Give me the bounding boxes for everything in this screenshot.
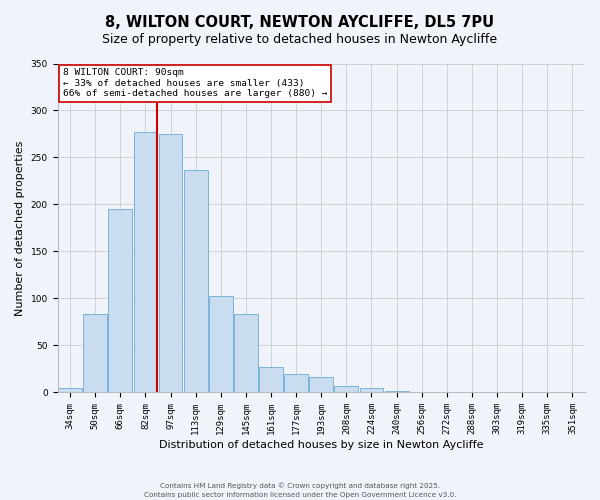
Text: Size of property relative to detached houses in Newton Aycliffe: Size of property relative to detached ho…	[103, 32, 497, 46]
Text: Contains HM Land Registry data © Crown copyright and database right 2025.
Contai: Contains HM Land Registry data © Crown c…	[144, 482, 456, 498]
Bar	[334, 386, 358, 392]
X-axis label: Distribution of detached houses by size in Newton Aycliffe: Distribution of detached houses by size …	[159, 440, 484, 450]
Bar	[259, 367, 283, 392]
Bar	[109, 209, 132, 392]
Bar	[284, 374, 308, 392]
Bar	[184, 170, 208, 392]
Bar	[310, 378, 333, 392]
Bar	[83, 314, 107, 392]
Bar	[359, 388, 383, 392]
Bar	[209, 296, 233, 392]
Text: 8 WILTON COURT: 90sqm
← 33% of detached houses are smaller (433)
66% of semi-det: 8 WILTON COURT: 90sqm ← 33% of detached …	[63, 68, 328, 98]
Bar	[385, 390, 409, 392]
Bar	[134, 132, 157, 392]
Bar	[58, 388, 82, 392]
Y-axis label: Number of detached properties: Number of detached properties	[15, 140, 25, 316]
Bar	[234, 314, 258, 392]
Bar	[158, 134, 182, 392]
Text: 8, WILTON COURT, NEWTON AYCLIFFE, DL5 7PU: 8, WILTON COURT, NEWTON AYCLIFFE, DL5 7P…	[106, 15, 494, 30]
